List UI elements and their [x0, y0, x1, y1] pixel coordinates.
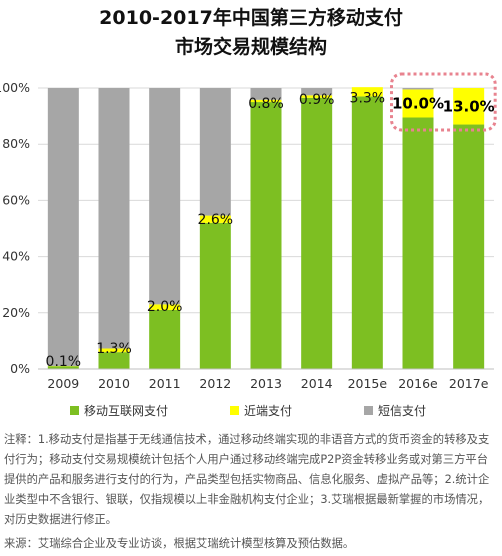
bar-segment-proximity	[250, 99, 282, 103]
data-label: 1.3%	[96, 341, 132, 357]
x-tick-label: 2009	[47, 376, 79, 391]
chart-source: 来源：艾瑞综合企业及专业访谈，根据艾瑞统计模型核算及预估数据。	[4, 537, 355, 550]
legend-label: 近端支付	[244, 404, 292, 418]
data-label: 13.0%	[443, 97, 495, 115]
bar-segment-proximity	[453, 88, 485, 125]
y-tick-label: 40%	[2, 249, 30, 264]
y-tick-label: 0%	[10, 361, 30, 376]
bar-segment-sms	[47, 88, 79, 366]
data-label: 3.3%	[350, 90, 386, 106]
bar-segment-proximity	[98, 348, 130, 353]
x-tick-label: 2011	[149, 376, 181, 391]
bar-segment-sms	[402, 88, 434, 90]
highlight-box	[390, 72, 497, 132]
legend-swatch	[364, 406, 373, 415]
legend-swatch	[230, 406, 239, 415]
y-axis: 0% 20% 40% 60% 80% 100%	[0, 80, 30, 376]
x-tick-label: 2016e	[398, 376, 438, 391]
highlight-dashed-box	[390, 72, 497, 132]
bar-segment-proximity	[149, 304, 181, 310]
y-tick-label: 60%	[2, 192, 30, 207]
legend-label: 移动互联网支付	[84, 404, 168, 418]
stacked-bar-chart: 0%20%40%60%80%100% 200920102011201220132…	[0, 72, 497, 418]
x-tick-label: 2014	[301, 376, 333, 391]
bar-segment-mobile-internet	[402, 117, 434, 369]
bar-segment-sms	[149, 88, 181, 305]
y-tick-label: 100%	[0, 80, 30, 95]
chart-title-line2: 市场交易规模结构	[174, 36, 327, 58]
bars	[47, 87, 485, 370]
chart-title: 2010-2017年中国第三方移动支付 市场交易规模结构	[0, 4, 502, 62]
data-label: 10.0%	[392, 94, 444, 112]
bar-segment-mobile-internet	[250, 102, 282, 370]
bar-segment-proximity	[199, 215, 231, 223]
data-label: 0.8%	[248, 96, 284, 112]
x-tick-label: 2017e	[449, 376, 489, 391]
data-label: 0.1%	[46, 354, 82, 370]
legend-swatch	[70, 406, 79, 415]
x-axis: 2009 2010 2011 2012 2013 2014 2015e 2016e 2017e	[38, 368, 494, 391]
legend: 移动互联网支付 近端支付 短信支付	[70, 404, 426, 418]
chart-notes: 注释：1.移动支付是指基于无线通信技术，通过移动终端实现的非语音方式的货币资金的…	[4, 433, 490, 526]
data-labels: 0.1% 1.3% 2.0% 2.6% 0.8% 0.9% 3.3% 10.0%13.0%	[46, 90, 495, 370]
bar-segment-proximity	[351, 87, 383, 97]
bar-segment-sms	[250, 88, 282, 100]
data-label: 2.6%	[198, 212, 234, 228]
bar-segment-sms	[199, 88, 231, 216]
bar-segment-mobile-internet	[149, 309, 181, 369]
bar-segment-mobile-internet	[98, 352, 130, 369]
bar-segment-mobile-internet	[351, 96, 383, 370]
bar-segment-mobile-internet	[453, 124, 485, 369]
data-label: 0.9%	[299, 92, 335, 108]
bar-segment-proximity	[301, 95, 333, 98]
x-tick-label: 2010	[98, 376, 130, 391]
bar-segment-sms	[301, 88, 333, 96]
bar-segment-sms	[98, 88, 130, 349]
bar-segment-mobile-internet	[199, 222, 231, 369]
bar-segment-proximity	[402, 89, 434, 118]
bar-segment-mobile-internet	[47, 366, 79, 369]
data-label: 2.0%	[147, 299, 183, 315]
bar-segment-mobile-internet	[301, 97, 333, 370]
x-tick-label: 2013	[250, 376, 282, 391]
legend-label: 短信支付	[378, 404, 426, 418]
y-tick-label: 80%	[2, 136, 30, 151]
x-tick-label: 2015e	[348, 376, 388, 391]
y-tick-label: 20%	[2, 305, 30, 320]
chart-title-line1: 2010-2017年中国第三方移动支付	[99, 7, 403, 29]
x-tick-label: 2012	[199, 376, 231, 391]
